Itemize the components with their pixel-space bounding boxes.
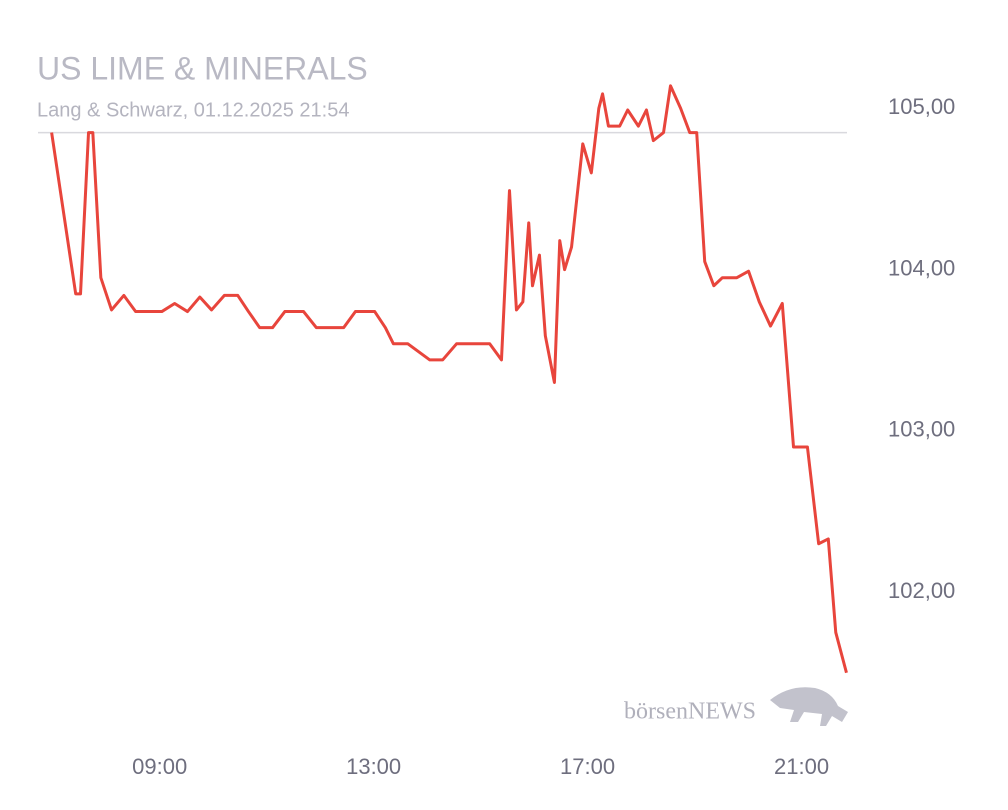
- chart-title: US LIME & MINERALS: [37, 50, 368, 86]
- bull-icon: [770, 687, 848, 726]
- chart-subtitle: Lang & Schwarz, 01.12.2025 21:54: [37, 99, 349, 121]
- y-tick-label: 102,00: [888, 578, 955, 603]
- y-tick-label: 105,00: [888, 94, 955, 119]
- x-tick-label: 09:00: [132, 754, 187, 779]
- y-tick-label: 104,00: [888, 255, 955, 280]
- x-tick-label: 13:00: [346, 754, 401, 779]
- y-tick-label: 103,00: [888, 417, 955, 442]
- x-tick-label: 17:00: [560, 754, 615, 779]
- watermark: börsenNEWS: [624, 699, 756, 725]
- bull-shape: [770, 687, 848, 726]
- price-line: [50, 84, 848, 674]
- x-tick-label: 21:00: [774, 754, 829, 779]
